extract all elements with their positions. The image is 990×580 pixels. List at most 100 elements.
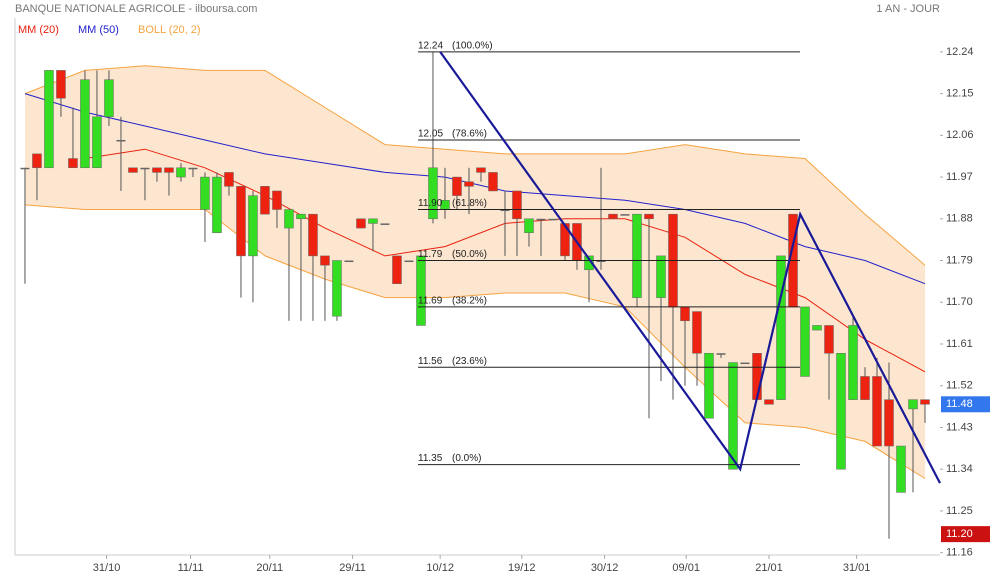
candle-body [140, 167, 150, 170]
candle-body [824, 325, 834, 354]
fib-value: 11.56 [418, 356, 443, 367]
candle-body [752, 353, 762, 400]
candle-body [80, 79, 90, 169]
candle-body [464, 181, 474, 187]
fib-value: 11.69 [418, 296, 443, 307]
candle-body [500, 209, 510, 212]
candle-body [272, 190, 282, 210]
fib-value: 12.05 [418, 129, 443, 140]
price-tag [941, 526, 990, 543]
candle-body [320, 255, 330, 266]
y-tick-label: 11.25 [946, 505, 973, 517]
candle-body [536, 218, 546, 221]
candle-body [728, 362, 738, 470]
fib-ratio: (61.8%) [452, 198, 487, 209]
y-tick-label: 11.43 [946, 421, 973, 433]
candle-body [860, 376, 870, 400]
candle-body [20, 167, 30, 170]
fib-ratio: (78.6%) [452, 129, 487, 140]
candle-body [236, 186, 246, 257]
fib-ratio: (23.6%) [452, 356, 487, 367]
candle-body [296, 213, 306, 220]
candle-body [776, 255, 786, 400]
moving-average [24, 93, 926, 285]
candle-body [176, 167, 186, 178]
candle-body [644, 213, 654, 220]
candle-body [680, 306, 690, 322]
fib-ratio: (38.2%) [452, 296, 487, 307]
candle-body [260, 186, 270, 215]
candle-body [428, 167, 438, 220]
y-tick-label: 12.24 [946, 46, 974, 58]
candle-body [104, 79, 114, 118]
candle-body [68, 158, 78, 169]
price-tag [941, 396, 990, 413]
candle-body [872, 376, 882, 447]
y-tick-label: 11.70 [946, 296, 973, 308]
candle-body [128, 167, 138, 173]
y-tick-label: 12.06 [946, 129, 974, 141]
y-tick-label: 11.79 [946, 254, 973, 266]
candle-body [164, 167, 174, 173]
candle-body [416, 255, 426, 326]
candle-body [896, 445, 906, 493]
candle-body [212, 176, 222, 233]
candle-body [368, 218, 378, 224]
candle-body [404, 260, 414, 263]
candle-body [908, 399, 918, 410]
candle-body [596, 260, 606, 263]
x-tick-label: 29/11 [339, 562, 366, 574]
y-tick-label: 12.15 [946, 87, 974, 99]
fib-value: 11.35 [418, 453, 443, 464]
candle-body [848, 325, 858, 400]
candle-body [356, 218, 366, 229]
candle-body [704, 353, 714, 419]
fib-value: 11.79 [418, 249, 443, 260]
candle-body [764, 399, 774, 405]
candle-body [632, 213, 642, 298]
x-tick-label: 19/12 [508, 562, 536, 574]
candle-body [188, 167, 198, 170]
candle-body [392, 255, 402, 284]
legend-entry: MM (20) [18, 24, 59, 36]
candle-body [512, 190, 522, 220]
y-tick-label: 11.52 [946, 380, 973, 392]
price-tag-label: 11.48 [946, 398, 973, 410]
legend-entry: MM (50) [78, 24, 119, 36]
candle-body [608, 213, 618, 220]
candle-body [584, 255, 594, 271]
bollinger-upper [24, 65, 926, 266]
candle-body [884, 399, 894, 447]
period: 1 AN - JOUR [876, 3, 940, 15]
x-tick-label: 11/11 [178, 562, 204, 574]
candle-body [560, 223, 570, 257]
fib-ratio: (0.0%) [452, 453, 481, 464]
candle-body [620, 214, 630, 216]
bollinger-fill [25, 65, 925, 479]
legend-entry: BOLL (20, 2) [138, 24, 201, 36]
candle-body [44, 70, 54, 169]
candle-body [548, 218, 558, 221]
candle-body [740, 362, 750, 365]
chart-title: BANQUE NATIONALE AGRICOLE - ilboursa.com [15, 3, 257, 15]
x-tick-label: 09/01 [672, 562, 700, 574]
candle-body [308, 213, 318, 257]
fib-ratio: (50.0%) [452, 249, 487, 260]
fib-value: 11.90 [418, 198, 443, 209]
trendline [439, 51, 941, 484]
candle-body [284, 209, 294, 229]
y-tick-label: 11.16 [946, 547, 973, 559]
fib-ratio: (100.0%) [452, 40, 493, 51]
candle-body [812, 325, 822, 331]
candle-body [332, 260, 342, 317]
candle-body [452, 176, 462, 196]
candle-body [32, 153, 42, 169]
candle-body [656, 255, 666, 298]
y-tick-label: 11.61 [946, 338, 973, 350]
x-tick-label: 30/12 [591, 562, 619, 574]
candle-body [152, 167, 162, 173]
candle-body [200, 176, 210, 210]
x-tick-label: 10/12 [426, 562, 454, 574]
candle-body [836, 353, 846, 470]
